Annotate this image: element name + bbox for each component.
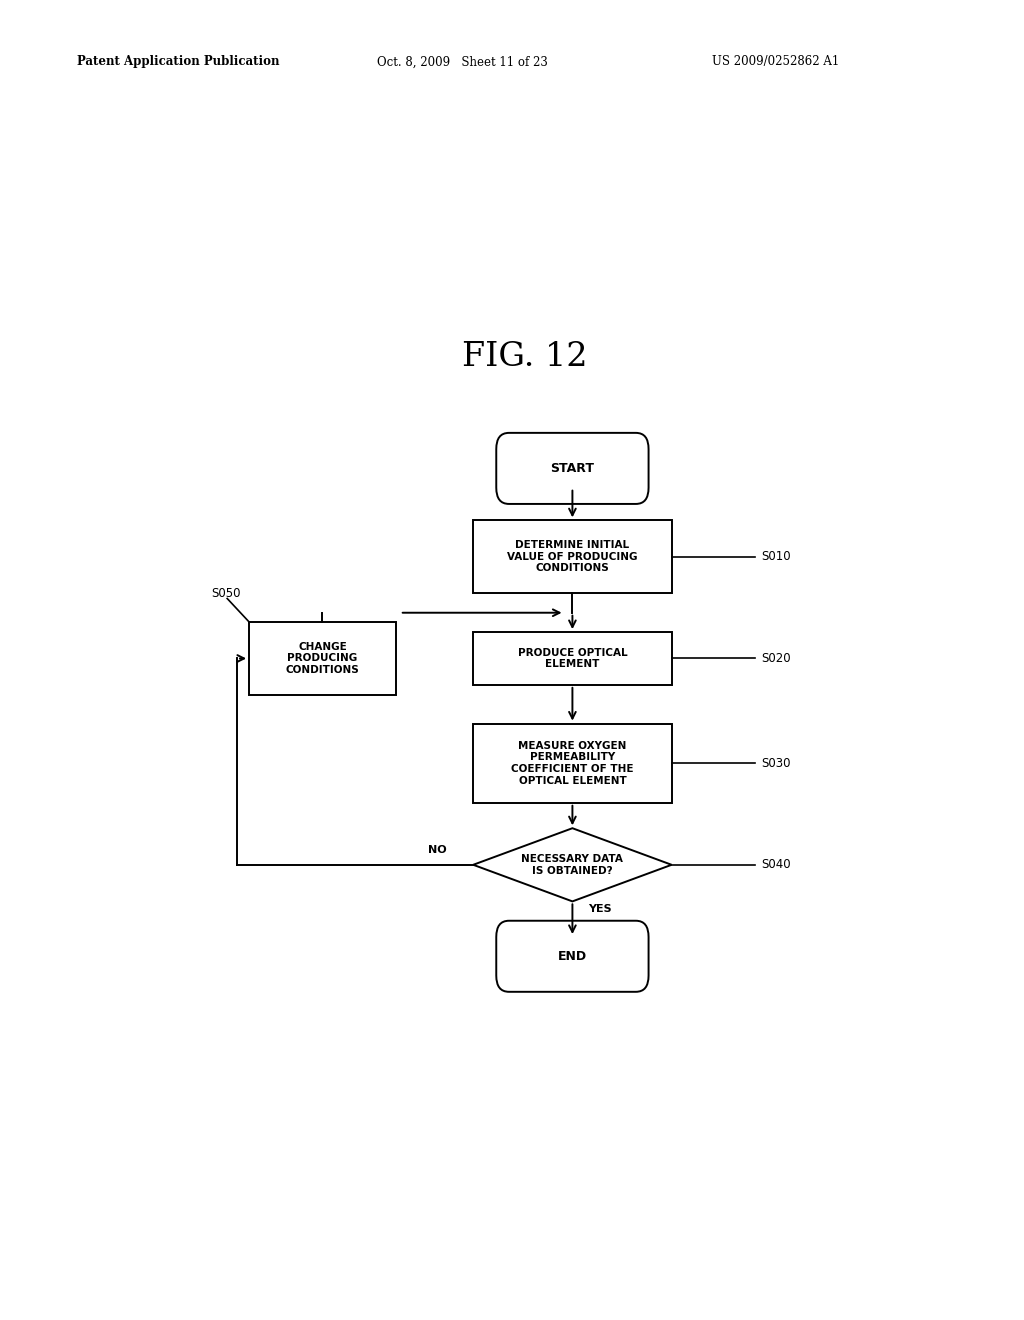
- Text: MEASURE OXYGEN
PERMEABILITY
COEFFICIENT OF THE
OPTICAL ELEMENT: MEASURE OXYGEN PERMEABILITY COEFFICIENT …: [511, 741, 634, 785]
- Text: START: START: [551, 462, 594, 475]
- Text: S010: S010: [761, 550, 791, 564]
- Text: NECESSARY DATA
IS OBTAINED?: NECESSARY DATA IS OBTAINED?: [521, 854, 624, 875]
- Text: S050: S050: [211, 587, 241, 599]
- Polygon shape: [473, 828, 672, 902]
- Bar: [473, 723, 672, 803]
- Bar: [473, 520, 672, 594]
- Text: FIG. 12: FIG. 12: [462, 341, 588, 372]
- Text: S030: S030: [761, 756, 791, 770]
- Text: END: END: [558, 950, 587, 962]
- FancyBboxPatch shape: [497, 921, 648, 991]
- Bar: [473, 632, 672, 685]
- Text: NO: NO: [428, 845, 446, 854]
- Text: YES: YES: [588, 904, 612, 913]
- Text: DETERMINE INITIAL
VALUE OF PRODUCING
CONDITIONS: DETERMINE INITIAL VALUE OF PRODUCING CON…: [507, 540, 638, 573]
- FancyBboxPatch shape: [497, 433, 648, 504]
- Text: S020: S020: [761, 652, 791, 665]
- Bar: [249, 622, 396, 696]
- Text: S040: S040: [761, 858, 791, 871]
- Text: Patent Application Publication: Patent Application Publication: [77, 55, 280, 69]
- Text: Oct. 8, 2009   Sheet 11 of 23: Oct. 8, 2009 Sheet 11 of 23: [377, 55, 548, 69]
- Text: US 2009/0252862 A1: US 2009/0252862 A1: [712, 55, 839, 69]
- Text: PRODUCE OPTICAL
ELEMENT: PRODUCE OPTICAL ELEMENT: [517, 648, 628, 669]
- Text: CHANGE
PRODUCING
CONDITIONS: CHANGE PRODUCING CONDITIONS: [286, 642, 359, 675]
